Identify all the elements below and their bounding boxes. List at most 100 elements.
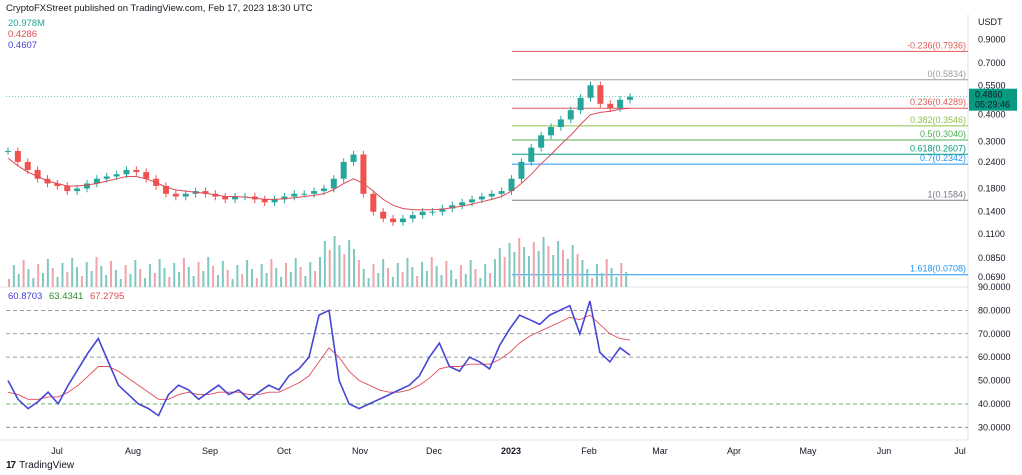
candle-body (261, 199, 268, 203)
volume-bar (314, 271, 317, 287)
volume-bar (275, 268, 278, 287)
volume-bar (367, 278, 370, 287)
price-tick-label: 0.4000 (978, 110, 1006, 120)
rsi-ema-value: 67.2795 (89, 291, 125, 302)
volume-bar (489, 273, 492, 287)
time-tick-label: Jul (51, 446, 63, 456)
candle-body (429, 211, 436, 213)
volume-bar (153, 273, 156, 287)
price-tick-label: 0.5500 (978, 80, 1006, 90)
legend-volume: 20.978M (8, 18, 45, 29)
candle-body (557, 119, 564, 128)
rsi-tick-label: 90.0000 (978, 282, 1011, 292)
candle-body (449, 205, 456, 209)
time-tick-label: Mar (652, 446, 668, 456)
fib-level-label: 1(0.1584) (927, 189, 966, 199)
volume-bar (435, 266, 438, 287)
volume-bar (557, 241, 560, 287)
volume-bar (100, 266, 103, 287)
price-tick-label: 0.0850 (978, 253, 1006, 263)
volume-bar (498, 248, 501, 287)
candle-body (172, 193, 179, 197)
volume-bar (586, 269, 589, 287)
volume-bar (464, 274, 467, 287)
volume-bar (202, 271, 205, 287)
volume-bar (299, 267, 302, 287)
rsi-tick-label: 80.0000 (978, 305, 1011, 315)
candle-body (123, 169, 130, 175)
volume-bar (37, 264, 40, 287)
volume-bar (323, 241, 326, 287)
candle-body (439, 208, 446, 212)
rsi-tick-label: 70.0000 (978, 329, 1011, 339)
candle-body (627, 96, 633, 100)
tradingview-logo-icon: 17 (6, 460, 16, 471)
volume-bar (508, 243, 511, 287)
candle-body (390, 218, 397, 223)
candle-body (64, 185, 71, 192)
time-tick-label: Oct (277, 446, 292, 456)
volume-bar (289, 272, 292, 287)
candle-body (538, 135, 545, 148)
volume-bar (294, 258, 297, 287)
brand-label: TradingView (19, 460, 75, 471)
candle-body (340, 161, 347, 179)
volume-bar (518, 238, 521, 287)
volume-bar (595, 264, 598, 287)
volume-bar (284, 263, 287, 287)
candle-body (24, 161, 31, 170)
volume-bar (547, 246, 550, 287)
candle-body (528, 147, 535, 162)
volume-bar (8, 279, 10, 287)
price-tick-label: 0.0690 (978, 272, 1006, 282)
volume-bar (80, 276, 83, 287)
volume-bar (178, 272, 181, 287)
publisher-header: CryptoFXStreet published on TradingView.… (6, 3, 313, 14)
volume-bar (576, 254, 579, 287)
volume-bar (357, 260, 360, 287)
candle-body (291, 193, 298, 197)
volume-bar (182, 258, 185, 287)
volume-bar (561, 250, 564, 287)
volume-bar (304, 276, 307, 287)
legend-ema: 0.4286 (8, 29, 38, 40)
rsi-tick-label: 30.0000 (978, 422, 1011, 432)
volume-bar (207, 257, 210, 287)
volume-bar (105, 275, 108, 287)
volume-bar (124, 265, 127, 287)
price-tick-label: 0.1800 (978, 183, 1006, 193)
time-tick-label: Jul (954, 446, 966, 456)
tradingview-brand: 17 TradingView (6, 460, 74, 471)
volume-bar (119, 279, 122, 287)
candle-body (74, 188, 81, 192)
candle-body (508, 178, 515, 192)
time-tick-label: Jun (877, 446, 892, 456)
volume-bar (343, 254, 346, 287)
candle-body (162, 185, 169, 194)
candle-body (83, 183, 90, 189)
candle-body (54, 183, 61, 186)
candle-body (380, 211, 387, 219)
price-tick-label: 0.3000 (978, 136, 1006, 146)
fib-level-label: 0.382(0.3546) (910, 115, 966, 125)
candle-body (577, 97, 584, 111)
volume-bar (280, 277, 283, 287)
volume-bar (270, 259, 273, 287)
volume-bar (110, 261, 113, 287)
fib-level-label: 0(0.5834) (927, 69, 966, 79)
volume-bar (17, 274, 20, 287)
volume-bar (134, 260, 137, 287)
volume-bar (236, 265, 239, 287)
volume-bar (445, 261, 448, 287)
volume-bar (265, 273, 268, 287)
volume-bar (362, 269, 365, 287)
volume-bar (71, 258, 74, 287)
volume-bar (168, 277, 171, 287)
time-tick-label: May (799, 446, 817, 456)
volume-bar (625, 272, 628, 287)
rsi-legend: 60.8703 63.4341 67.2795 (8, 291, 128, 302)
fib-level-label: 0.236(0.4289) (910, 97, 966, 107)
volume-bar (523, 247, 526, 287)
volume-bar (129, 274, 132, 287)
